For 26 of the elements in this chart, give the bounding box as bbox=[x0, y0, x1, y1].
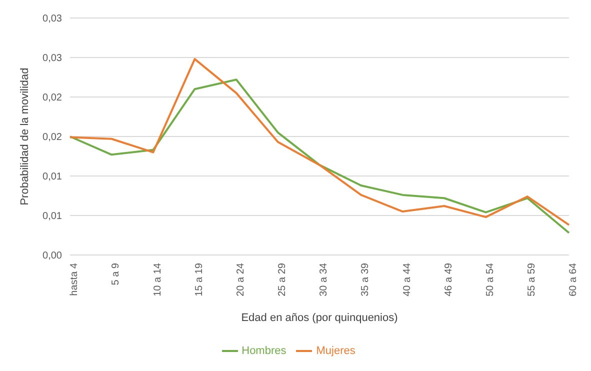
y-axis-title: Probabilidad de la movilidad bbox=[18, 68, 31, 206]
line-series bbox=[69, 78, 570, 234]
x-tick-label: 10 a 14 bbox=[152, 262, 164, 296]
x-tick-label: 30 a 34 bbox=[318, 262, 330, 296]
y-tick-label: 0,00 bbox=[42, 250, 62, 262]
x-tick-label: 20 a 24 bbox=[235, 262, 246, 296]
y-tick-label: 0,02 bbox=[42, 92, 62, 104]
line-series bbox=[69, 58, 570, 226]
x-tick-label: 35 a 39 bbox=[360, 262, 372, 296]
legend-label: Mujeres bbox=[316, 344, 356, 357]
x-tick-label: 55 a 59 bbox=[526, 262, 538, 296]
y-tick-label: 0,03 bbox=[42, 14, 62, 25]
legend-label: Hombres bbox=[242, 344, 286, 357]
x-tick-label: 50 a 54 bbox=[484, 262, 496, 296]
y-tick-label: 0,01 bbox=[42, 172, 62, 183]
x-tick-label: 60 a 64 bbox=[568, 262, 580, 296]
x-tick-label: 25 a 29 bbox=[277, 262, 288, 296]
x-tick-label: hasta 4 bbox=[69, 262, 80, 296]
x-tick-label: 46 a 49 bbox=[443, 262, 454, 296]
y-tick-label: 0,01 bbox=[42, 211, 62, 222]
x-axis-title: Edad en años (por quinquenios) bbox=[241, 312, 398, 324]
y-tick-label: 0,03 bbox=[42, 53, 62, 64]
x-tick-label: 15 a 19 bbox=[194, 262, 205, 296]
x-tick-label: 5 a 9 bbox=[110, 262, 122, 286]
x-tick-label: 40 a 44 bbox=[402, 262, 413, 296]
y-tick-label: 0,02 bbox=[42, 132, 62, 144]
